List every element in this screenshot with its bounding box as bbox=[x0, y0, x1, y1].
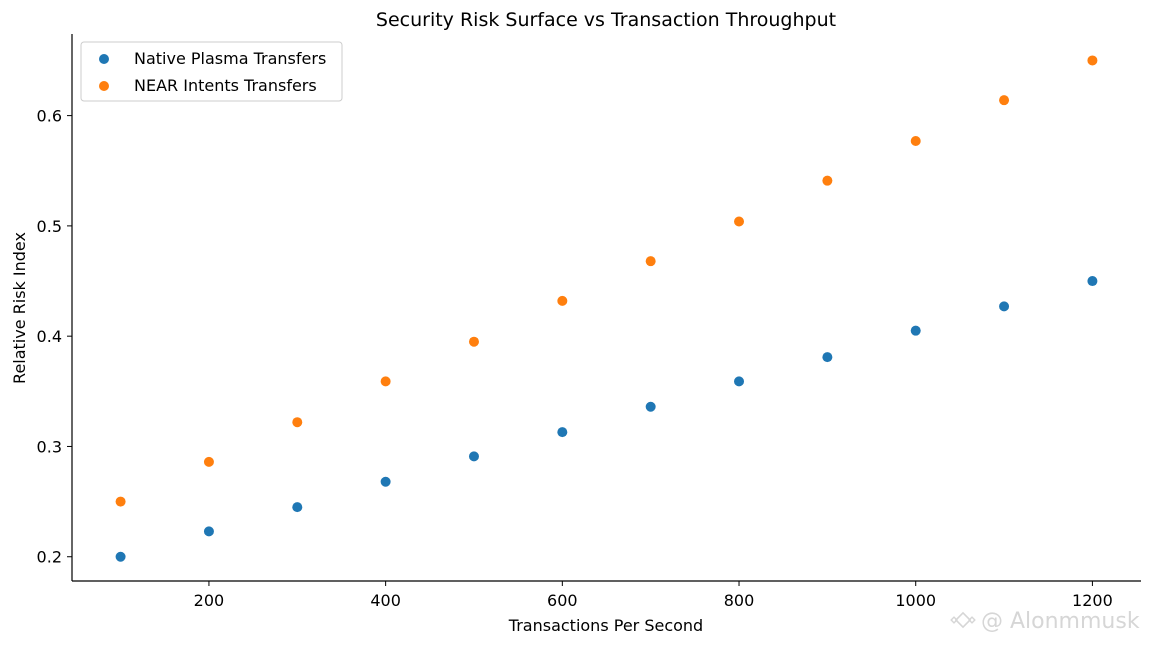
data-point bbox=[734, 376, 745, 387]
y-ticks: 0.2 0.3 0.4 0.5 0.6 bbox=[37, 107, 72, 567]
binance-logo-icon bbox=[950, 611, 976, 629]
y-tick-label: 0.2 bbox=[37, 548, 62, 567]
y-axis-title: Relative Risk Index bbox=[10, 232, 29, 384]
data-point bbox=[910, 135, 921, 146]
x-axis-title: Transactions Per Second bbox=[508, 616, 703, 635]
data-point bbox=[468, 451, 479, 462]
x-tick-label: 800 bbox=[724, 591, 755, 610]
watermark: @ Alonmmusk bbox=[950, 609, 1140, 634]
legend-label-near-intents: NEAR Intents Transfers bbox=[134, 76, 317, 95]
x-tick-label: 200 bbox=[194, 591, 225, 610]
x-tick-label: 1200 bbox=[1072, 591, 1113, 610]
axes bbox=[71, 34, 1141, 582]
data-point bbox=[910, 325, 921, 336]
x-ticks: 200 400 600 800 1000 1200 bbox=[194, 581, 1113, 610]
y-tick-label: 0.6 bbox=[37, 107, 62, 126]
data-points bbox=[115, 55, 1098, 562]
data-point bbox=[115, 496, 126, 507]
legend-label-native-plasma: Native Plasma Transfers bbox=[134, 49, 326, 68]
legend: Native Plasma Transfers NEAR Intents Tra… bbox=[80, 41, 343, 102]
data-point bbox=[999, 95, 1010, 106]
y-tick-label: 0.4 bbox=[37, 327, 62, 346]
data-point bbox=[203, 526, 214, 537]
chart-title: Security Risk Surface vs Transaction Thr… bbox=[376, 9, 836, 31]
data-point bbox=[1087, 55, 1098, 66]
data-point bbox=[380, 476, 391, 487]
data-point bbox=[557, 427, 568, 438]
x-tick-label: 600 bbox=[547, 591, 578, 610]
data-point bbox=[822, 175, 833, 186]
data-point bbox=[1087, 276, 1098, 287]
data-point bbox=[645, 256, 656, 267]
data-point bbox=[734, 216, 745, 227]
data-point bbox=[822, 352, 833, 363]
y-tick-label: 0.5 bbox=[37, 217, 62, 236]
x-tick-label: 400 bbox=[370, 591, 401, 610]
watermark-text: @ Alonmmusk bbox=[981, 609, 1140, 634]
legend-marker-near-intents bbox=[99, 81, 109, 91]
x-tick-label: 1000 bbox=[895, 591, 936, 610]
data-point bbox=[115, 551, 126, 562]
legend-marker-native-plasma bbox=[99, 54, 109, 64]
data-point bbox=[557, 295, 568, 306]
y-tick-label: 0.3 bbox=[37, 437, 62, 456]
data-point bbox=[292, 502, 303, 513]
data-point bbox=[292, 417, 303, 428]
series-near-intents bbox=[115, 55, 1098, 507]
series-native-plasma bbox=[115, 276, 1098, 562]
data-point bbox=[645, 401, 656, 412]
legend-box bbox=[80, 41, 343, 102]
data-point bbox=[203, 456, 214, 467]
data-point bbox=[380, 376, 391, 387]
data-point bbox=[468, 336, 479, 347]
data-point bbox=[999, 301, 1010, 312]
